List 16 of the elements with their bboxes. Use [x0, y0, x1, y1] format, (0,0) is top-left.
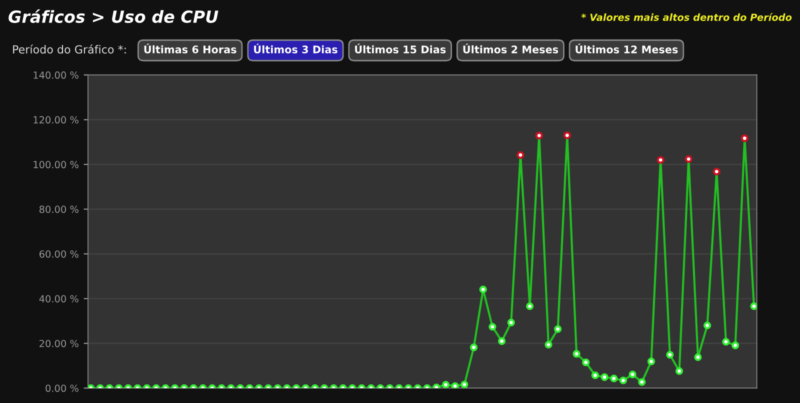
text: Últimos 12 Meses [576, 44, 678, 54]
text: Período do Gráfico *: [13, 44, 126, 54]
chart-title: Gráficos > Uso de CPU [8, 9, 218, 23]
y-tick-label: 80.00 % [39, 206, 78, 213]
y-tick-label: 20.00 % [40, 340, 78, 348]
text: Últimas 6 Horas [144, 44, 236, 54]
y-tick-label: 0.00 % [46, 384, 78, 392]
text: Últimos 15 Dias [355, 44, 446, 54]
chart-subtitle: * Valores mais altos dentro do Período [581, 13, 792, 21]
y-tick-label: 140.00 % [34, 71, 78, 79]
y-tick-label: 100.00 % [34, 160, 78, 168]
y-tick-label: 60.00 % [39, 250, 78, 258]
y-tick-label: 120.00 % [34, 116, 78, 124]
text: Últimos 3 Dias [254, 44, 338, 54]
y-tick-label: 40.00 % [39, 295, 78, 302]
text: Últimos 2 Meses [463, 44, 558, 54]
